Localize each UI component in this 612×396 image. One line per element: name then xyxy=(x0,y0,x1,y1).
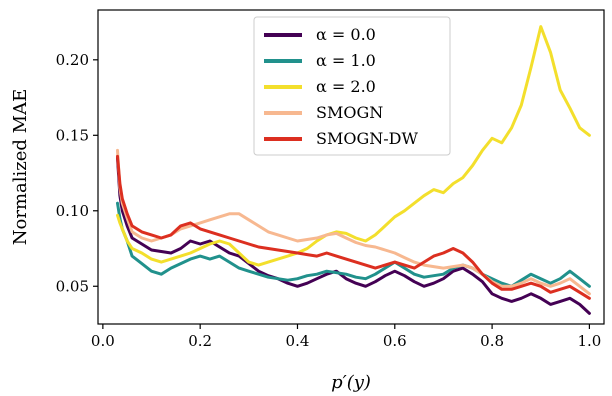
x-tick-label: 1.0 xyxy=(577,332,601,350)
legend-box xyxy=(253,16,451,156)
x-tick-label: 0.8 xyxy=(480,332,504,350)
y-tick-label: 0.15 xyxy=(56,126,89,144)
legend-label: α = 0.0 xyxy=(316,25,376,44)
x-tick-label: 0.4 xyxy=(286,332,310,350)
x-axis: 0.0 0.2 0.4 0.6 0.8 1.0 xyxy=(91,324,601,350)
legend-label: SMOGN xyxy=(316,103,383,122)
plot-frame xyxy=(97,9,605,325)
series-line-2 xyxy=(116,25,591,267)
legend-label: α = 2.0 xyxy=(316,77,376,96)
plot-lines xyxy=(116,25,591,315)
x-tick-label: 0.6 xyxy=(383,332,407,350)
x-tick-label: 0.0 xyxy=(91,332,115,350)
series-line-4 xyxy=(116,154,591,300)
y-axis: 0.05 0.10 0.15 0.20 xyxy=(56,51,98,295)
legend-label: α = 1.0 xyxy=(316,51,376,70)
legend: α = 0.0 α = 1.0 α = 2.0 SMOGN SMOGN-DW xyxy=(253,16,451,156)
y-tick-label: 0.05 xyxy=(56,277,89,295)
y-tick-label: 0.10 xyxy=(56,202,89,220)
x-axis-label: p′(y) xyxy=(331,372,371,393)
x-tick-label: 0.2 xyxy=(188,332,212,350)
series-line-1 xyxy=(116,201,591,288)
legend-label: SMOGN-DW xyxy=(316,129,418,148)
y-tick-label: 0.20 xyxy=(56,51,89,69)
y-axis-label: Normalized MAE xyxy=(10,89,31,245)
